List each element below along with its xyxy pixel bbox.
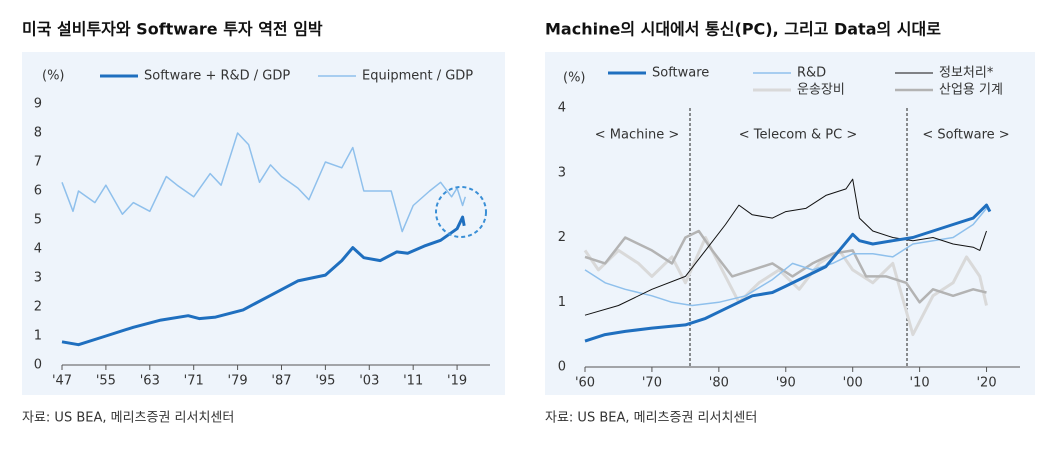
annotation: < Software > [922,128,1009,143]
chart-title: 미국 설비투자와 Software 투자 역전 임박 [22,20,323,39]
chart-title: Machine의 시대에서 통신(PC), 그리고 Data의 시대로 [545,20,941,39]
y-axis-label: (%) [563,71,586,86]
y-tick-label: 0 [558,360,566,375]
x-tick-label: '60 [575,376,595,391]
series-line [61,215,466,347]
y-tick-label: 3 [558,165,566,180]
legend-label: Software + R&D / GDP [144,69,290,84]
x-tick-label: '11 [403,374,423,389]
highlight-circle [435,186,487,238]
x-tick-label: '63 [140,374,160,389]
x-tick-label: '87 [271,374,291,389]
x-tick-label: '79 [228,374,248,389]
y-tick-label: 9 [34,97,42,112]
x-tick-label: '10 [910,376,930,391]
series-line [584,207,988,307]
legend-label: 정보처리* [939,66,994,81]
x-tick-label: '95 [315,374,335,389]
source: 자료: US BEA, 메리츠증권 리서치센터 [545,411,757,426]
y-tick-label: 3 [34,271,42,286]
y-axis-label: (%) [42,69,65,84]
legend-label: 산업용 기계 [939,83,1003,98]
y-tick-label: 1 [34,329,42,344]
x-tick-label: '71 [184,374,204,389]
x-tick-label: '20 [976,376,996,391]
y-tick-label: 5 [34,213,42,228]
y-tick-label: 8 [34,126,42,141]
y-tick-label: 0 [34,358,42,373]
series-line [584,178,987,316]
panel-left [22,52,505,395]
legend-label: Software [652,66,709,81]
series-line [61,132,467,233]
legend-label: 운송장비 [797,83,845,98]
source: 자료: US BEA, 메리츠증권 리서치센터 [22,411,234,426]
series-line [583,236,988,337]
x-tick-label: '19 [447,374,467,389]
panel-right [545,52,1035,395]
annotation: < Telecom & PC > [739,128,857,143]
plots: 0 1 2 3 4 5 6 7 8 9 '47 '55 '63 '71 '79 '87 '95 '03 '11 '19… [34,66,1020,391]
y-tick-label: 6 [34,184,42,199]
x-tick-label: '80 [709,376,729,391]
y-tick-label: 2 [34,300,42,315]
y-tick-label: 4 [34,242,42,257]
x-tick-label: '70 [642,376,662,391]
legend-label: R&D [797,66,826,81]
y-tick-label: 2 [558,230,566,245]
x-tick-label: '55 [96,374,116,389]
y-tick-label: 1 [558,295,566,310]
x-tick-label: '00 [843,376,863,391]
series-line [584,229,987,304]
legend-label: Equipment / GDP [362,69,473,84]
annotation: < Machine > [595,128,679,143]
x-tick-label: '03 [359,374,379,389]
y-tick-label: 7 [34,155,42,170]
x-tick-label: '90 [776,376,796,391]
y-tick-label: 4 [558,101,566,116]
x-tick-label: '47 [52,374,72,389]
series-line [584,203,992,343]
